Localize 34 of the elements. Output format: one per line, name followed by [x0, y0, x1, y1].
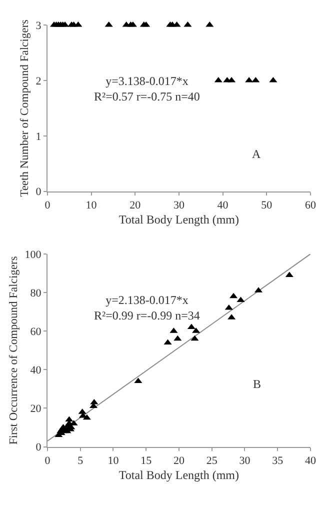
- x-tick-label: 40: [217, 200, 229, 212]
- x-tick-label: 0: [44, 455, 51, 467]
- annotation: y=2.138-0.017*x R²=0.99 r=-0.99 n=34: [94, 293, 200, 323]
- x-axis-title: Total Body Length (mm): [118, 212, 240, 226]
- x-tick-label: 25: [206, 455, 218, 467]
- x-tick-label: 20: [173, 455, 185, 467]
- y-tick-label: 60: [30, 326, 42, 338]
- x-tick-label: 10: [108, 455, 120, 467]
- y-axis-title: Teeth Number of Compound Falcigers: [19, 18, 32, 197]
- y-tick-label: 0: [36, 186, 42, 198]
- y-tick-label: 3: [36, 20, 42, 32]
- y-tick-label: 0: [36, 442, 42, 454]
- y-axis-title: First Occurrence of Compound Falcigers: [8, 256, 20, 445]
- x-tick-label: 20: [130, 200, 142, 212]
- x-axis-title: Total Body Length (mm): [118, 468, 240, 482]
- x-tick-label: 10: [86, 200, 98, 212]
- y-tick-label: 1: [36, 130, 42, 143]
- x-tick-label: 5: [78, 455, 84, 467]
- y-tick-label: 80: [30, 287, 42, 300]
- annotation: A: [252, 147, 261, 161]
- x-tick-label: 0: [44, 200, 51, 212]
- y-tick-label: 100: [24, 248, 42, 261]
- x-tick-label: 60: [304, 200, 316, 212]
- y-tick-label: 40: [30, 364, 42, 377]
- x-tick-label: 50: [261, 200, 273, 212]
- y-tick-label: 2: [36, 75, 42, 88]
- annotation: B: [253, 377, 262, 391]
- x-tick-label: 35: [272, 455, 284, 467]
- x-tick-label: 40: [304, 455, 316, 467]
- x-tick-label: 15: [140, 455, 152, 467]
- x-tick-label: 30: [239, 455, 251, 467]
- x-tick-label: 30: [173, 200, 185, 212]
- annotation: y=3.138-0.017*x R²=0.57 r=-0.75 n=40: [94, 74, 200, 104]
- y-tick-label: 20: [30, 403, 42, 416]
